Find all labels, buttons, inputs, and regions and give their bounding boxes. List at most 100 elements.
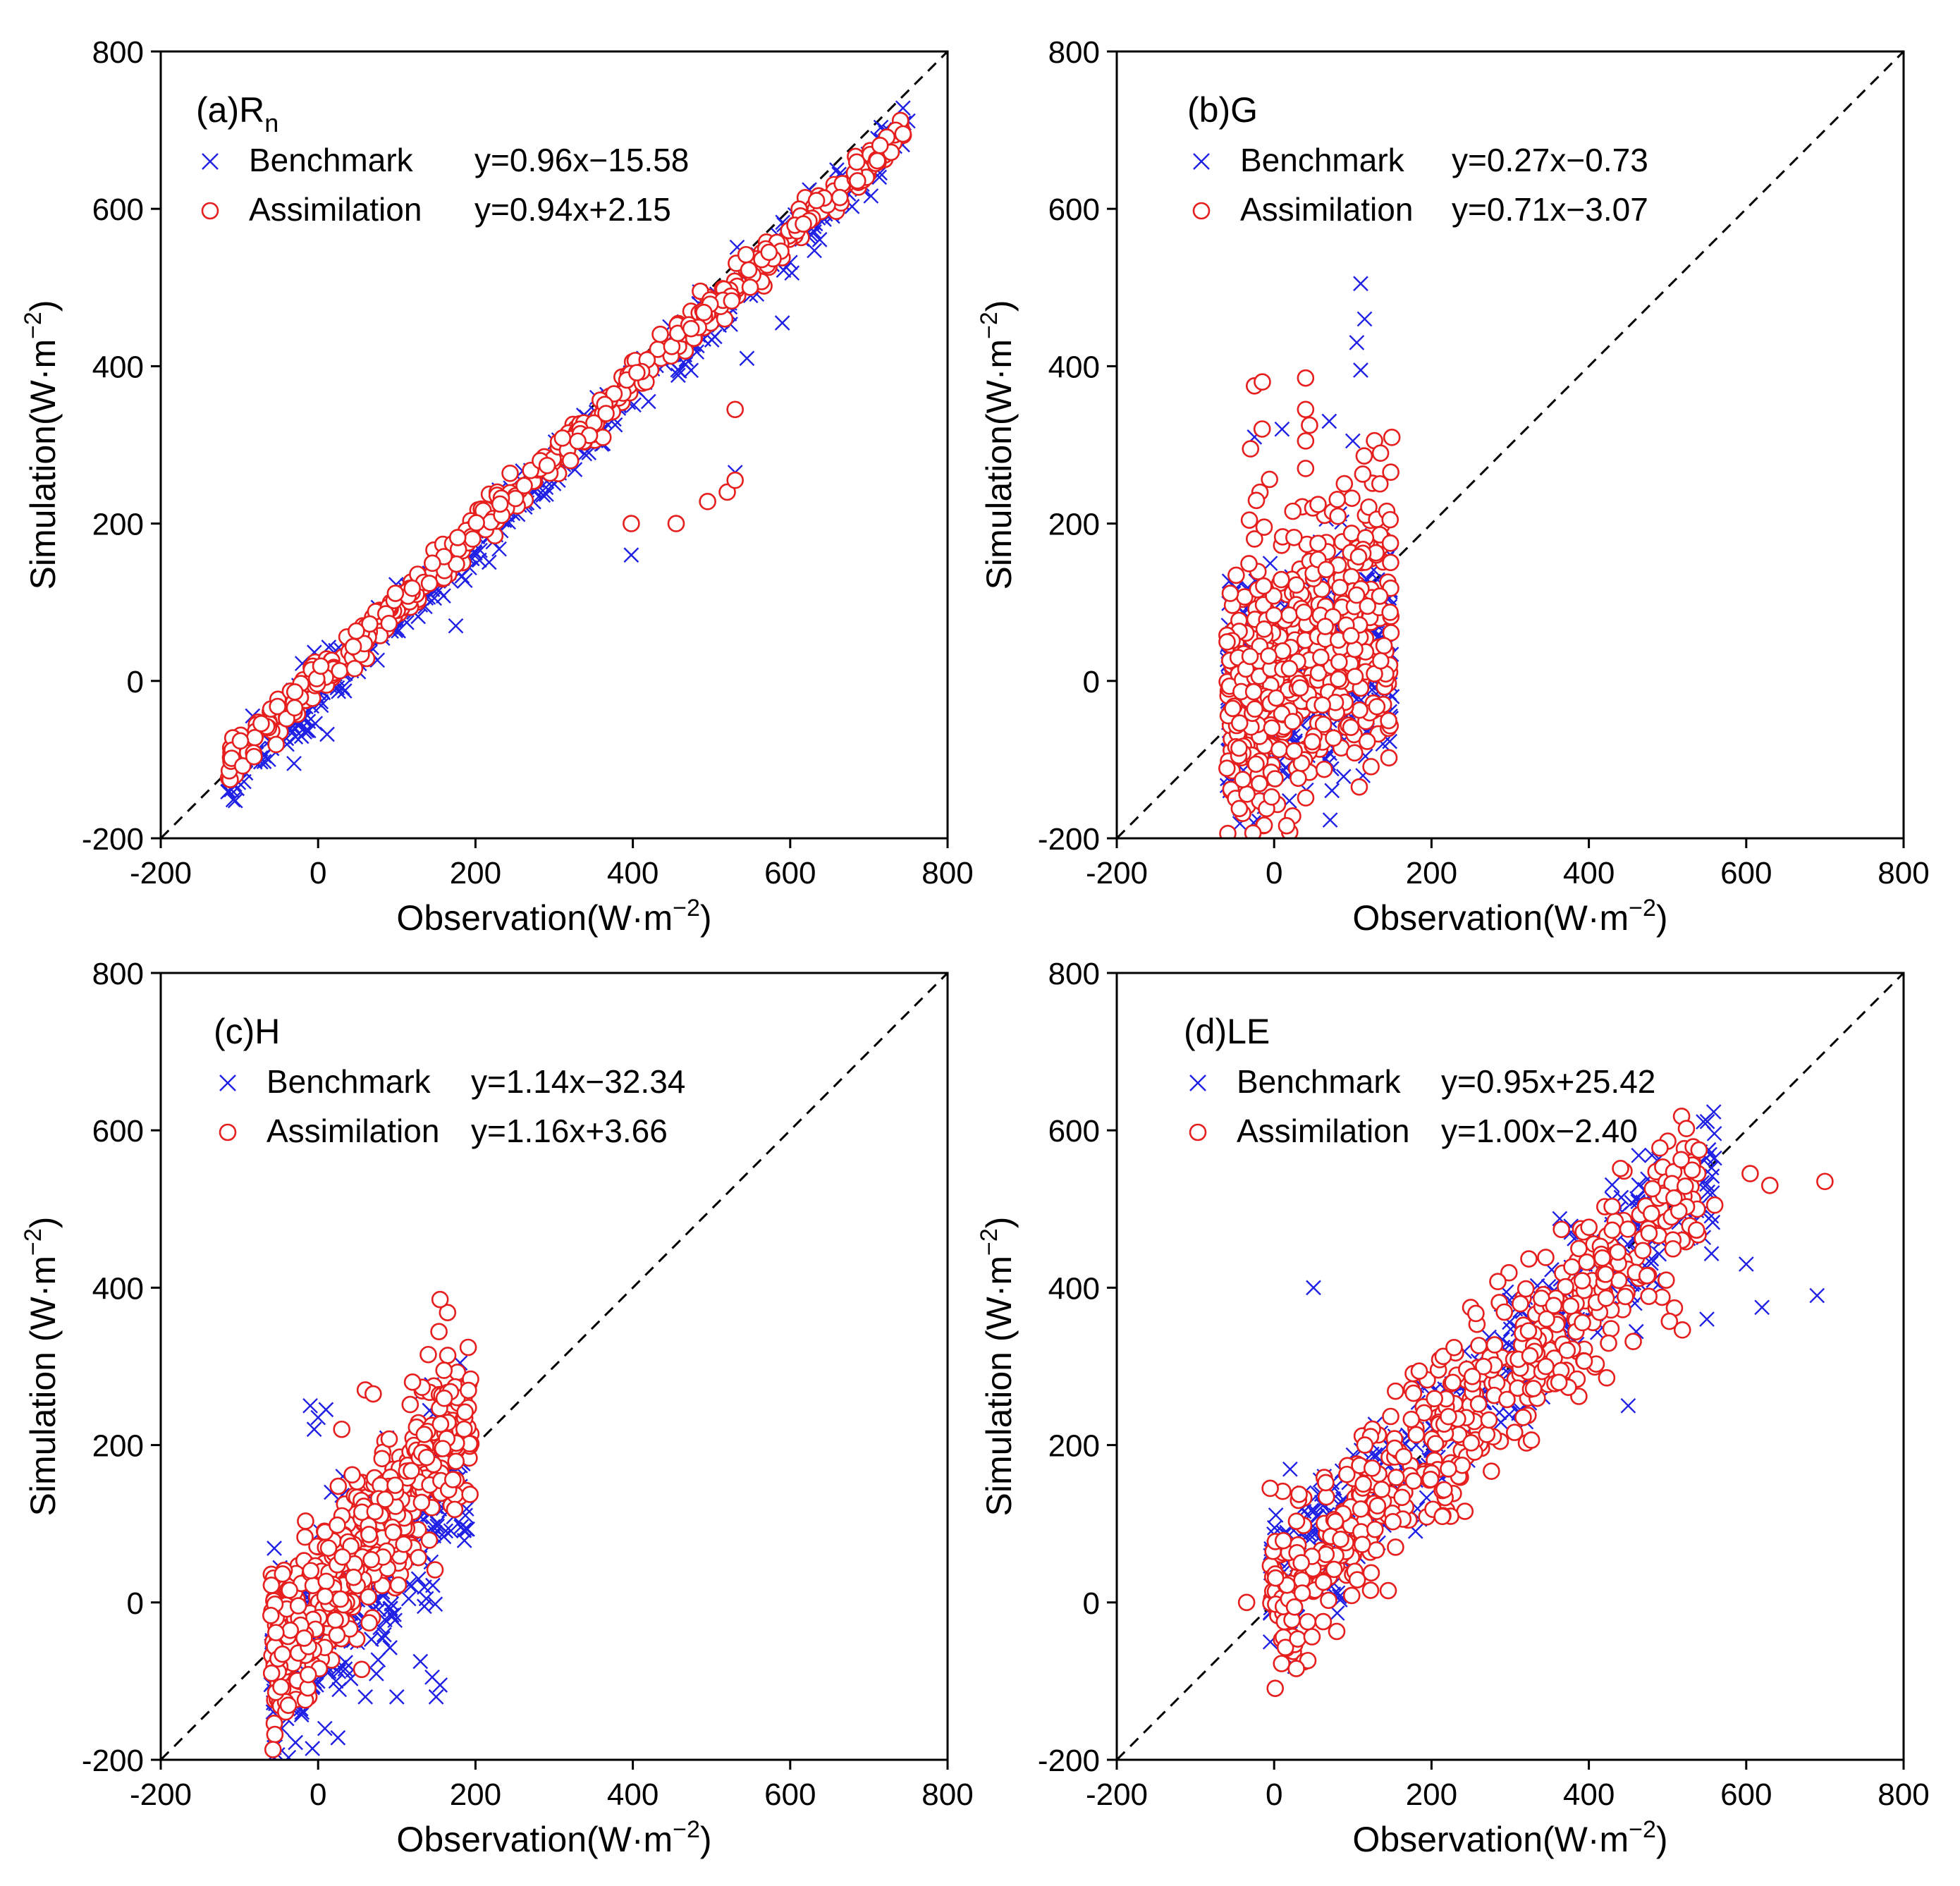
point-assimilation	[1328, 491, 1347, 508]
point-assimilation	[1261, 470, 1278, 489]
y-tick-label: 0	[127, 1586, 144, 1621]
point-assimilation	[1634, 1242, 1652, 1260]
point-assimilation	[1287, 1660, 1305, 1677]
outlier-assimilation	[365, 1385, 382, 1403]
x-tick-label: 800	[1878, 1777, 1929, 1812]
outlier-benchmark	[1349, 335, 1365, 350]
point-benchmark	[1631, 1147, 1647, 1163]
point-assimilation	[1330, 653, 1348, 671]
point-assimilation	[1315, 760, 1333, 778]
y-tick-label: 200	[1048, 1429, 1100, 1464]
point-assimilation	[295, 1629, 313, 1647]
point-assimilation	[366, 1502, 384, 1521]
outlier-benchmark	[318, 1402, 334, 1418]
point-assimilation	[467, 514, 485, 532]
point-assimilation	[1388, 1469, 1405, 1486]
outlier-assimilation	[726, 471, 744, 489]
y-tick-label: -200	[1038, 822, 1100, 857]
point-assimilation	[1297, 789, 1315, 807]
point-assimilation	[1263, 788, 1280, 806]
y-tick-label: 200	[92, 1429, 144, 1464]
legend: Benchmark y=0.96x−15.58 Assimilation y=0.94…	[201, 142, 689, 228]
point-assimilation	[1524, 1380, 1543, 1397]
point-benchmark	[1651, 1246, 1667, 1262]
point-assimilation	[1325, 1560, 1343, 1579]
point-assimilation	[1266, 770, 1284, 788]
point-benchmark	[443, 1523, 459, 1539]
panel-title: (a)Rn	[196, 90, 278, 137]
legend-label-benchmark: Benchmark	[249, 142, 414, 178]
point-assimilation	[1287, 576, 1305, 594]
point-assimilation	[1263, 719, 1281, 737]
point-assimilation	[561, 452, 580, 470]
outlier-benchmark	[1345, 433, 1361, 449]
point-assimilation	[1600, 1334, 1617, 1352]
point-benchmark	[286, 756, 302, 771]
point-assimilation	[1474, 1357, 1493, 1376]
point-assimilation	[1244, 682, 1263, 701]
point-assimilation	[1295, 604, 1313, 621]
y-axis-title: Simulation (W·m−2)	[20, 1217, 63, 1517]
point-assimilation	[362, 1550, 380, 1569]
point-assimilation	[1342, 718, 1360, 736]
outlier-benchmark	[1699, 1311, 1715, 1327]
point-assimilation	[1387, 1538, 1404, 1556]
y-tick-label: 0	[1083, 1586, 1100, 1621]
point-assimilation	[1326, 1512, 1345, 1531]
outlier-assimilation	[1379, 1581, 1397, 1600]
point-benchmark	[330, 1729, 346, 1746]
legend-label-assimilation: Assimilation	[1237, 1113, 1409, 1149]
point-benchmark	[328, 1673, 344, 1689]
point-benchmark	[670, 367, 686, 384]
y-tick-label: 600	[92, 192, 144, 227]
outlier-benchmark	[432, 1677, 448, 1693]
point-assimilation	[1382, 624, 1400, 642]
point-assimilation	[1366, 1520, 1384, 1538]
scatter-data	[219, 100, 916, 809]
panel-title: (d)LE	[1184, 1012, 1270, 1051]
outlier-benchmark	[1353, 362, 1368, 378]
point-assimilation	[1609, 1243, 1627, 1261]
point-assimilation	[1483, 1462, 1500, 1481]
point-assimilation	[506, 489, 525, 508]
x-tick-label: 400	[1563, 856, 1615, 890]
point-assimilation	[348, 622, 365, 640]
point-assimilation	[1421, 1470, 1440, 1488]
legend-marker-benchmark	[1189, 1074, 1206, 1091]
point-assimilation	[1343, 489, 1361, 507]
point-benchmark	[1706, 1125, 1722, 1141]
legend-marker-benchmark	[1193, 153, 1210, 170]
point-assimilation	[1350, 778, 1368, 796]
point-assimilation	[464, 530, 482, 548]
point-assimilation	[1651, 1139, 1669, 1157]
point-assimilation	[1426, 1390, 1443, 1408]
y-tick-label: 600	[1048, 192, 1100, 227]
point-assimilation	[1218, 759, 1236, 777]
point-assimilation	[460, 1381, 477, 1400]
scatter-data	[1237, 1104, 1834, 1697]
point-assimilation	[430, 1323, 448, 1340]
legend-equation-assimilation: y=0.94x+2.15	[474, 191, 671, 228]
legend: Benchmark y=0.27x−0.73 Assimilation y=0.71x…	[1192, 142, 1648, 228]
point-assimilation	[1638, 1267, 1656, 1285]
point-benchmark	[370, 1652, 386, 1668]
point-assimilation	[1342, 1586, 1361, 1605]
point-assimilation	[1558, 1342, 1576, 1359]
point-assimilation	[1303, 1628, 1321, 1646]
point-assimilation	[1371, 474, 1389, 493]
point-benchmark	[1266, 1520, 1282, 1536]
outlier-assimilation	[1301, 416, 1318, 434]
point-assimilation	[553, 429, 572, 447]
point-assimilation	[1266, 1679, 1285, 1697]
point-assimilation	[431, 1415, 450, 1433]
panel-title: (c)H	[214, 1012, 280, 1051]
outlier-assimilation	[419, 1345, 437, 1364]
point-benchmark	[1703, 1246, 1720, 1261]
x-tick-label: 800	[921, 1777, 973, 1812]
point-assimilation	[1563, 1258, 1581, 1276]
x-tick-label: 0	[310, 1777, 326, 1812]
point-assimilation	[1241, 647, 1259, 666]
point-benchmark	[457, 572, 473, 589]
point-assimilation	[267, 735, 285, 754]
point-assimilation	[1382, 553, 1399, 572]
